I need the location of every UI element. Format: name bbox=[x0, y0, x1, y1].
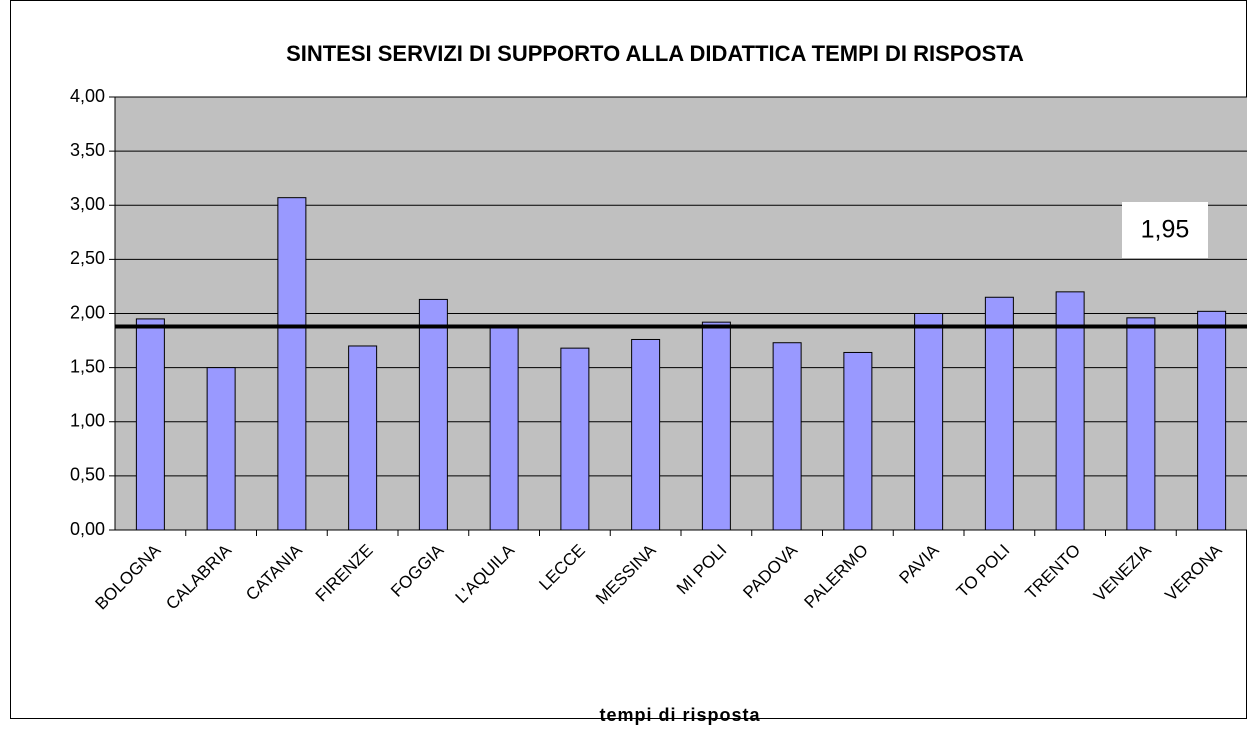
y-tick-label: 0,00 bbox=[70, 519, 105, 539]
bar bbox=[843, 351, 873, 531]
bar bbox=[135, 318, 165, 531]
bar bbox=[701, 321, 731, 531]
y-tick-label: 4,00 bbox=[70, 86, 105, 106]
y-tick-label: 3,50 bbox=[70, 140, 105, 160]
annotation-box bbox=[1122, 202, 1208, 258]
y-tick-label: 2,00 bbox=[70, 302, 105, 322]
bar bbox=[772, 342, 802, 531]
chart-title: SINTESI SERVIZI DI SUPPORTO ALLA DIDATTI… bbox=[286, 41, 1024, 66]
bar bbox=[914, 313, 944, 531]
y-tick-label: 1,00 bbox=[70, 411, 105, 431]
bar bbox=[1126, 317, 1156, 531]
bar bbox=[348, 345, 378, 531]
bar bbox=[489, 325, 519, 531]
y-tick-label: 3,00 bbox=[70, 194, 105, 214]
bar bbox=[1055, 291, 1085, 531]
bar bbox=[206, 367, 236, 531]
annotation: 1,95 bbox=[1141, 216, 1190, 244]
bar bbox=[1197, 310, 1227, 531]
y-tick-label: 0,50 bbox=[70, 465, 105, 485]
bar bbox=[560, 347, 590, 531]
x-axis-title: tempi di risposta bbox=[599, 705, 760, 725]
y-tick-label: 2,50 bbox=[70, 248, 105, 268]
bar bbox=[277, 197, 307, 531]
bar bbox=[418, 298, 448, 531]
bar bbox=[631, 338, 661, 531]
bar bbox=[984, 296, 1014, 531]
y-tick-label: 1,50 bbox=[70, 356, 105, 376]
